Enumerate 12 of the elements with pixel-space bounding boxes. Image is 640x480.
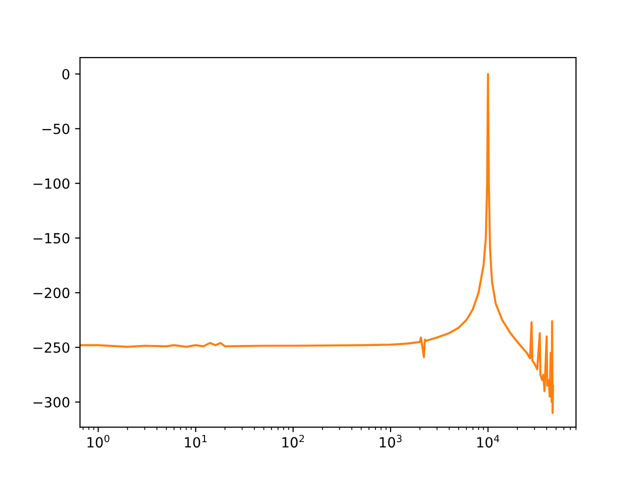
x-tick-label: 10$^{2}$	[282, 434, 304, 448]
y-tick-label: −100	[34, 178, 70, 189]
x-tick-label: 10$^{4}$	[477, 434, 500, 448]
y-tick-label: −50	[42, 124, 70, 134]
y-tick-label: −300	[34, 397, 70, 408]
y-tick-label: −250	[34, 342, 70, 353]
x-tick-label: 10$^{3}$	[380, 434, 402, 448]
x-tick-label: 10$^{1}$	[184, 434, 207, 448]
y-tick-label: −200	[34, 288, 70, 298]
y-tick-label: −150	[34, 232, 70, 244]
y-tick-label: 0	[62, 68, 70, 80]
x-tick-label: 10$^{0}$	[88, 434, 110, 448]
